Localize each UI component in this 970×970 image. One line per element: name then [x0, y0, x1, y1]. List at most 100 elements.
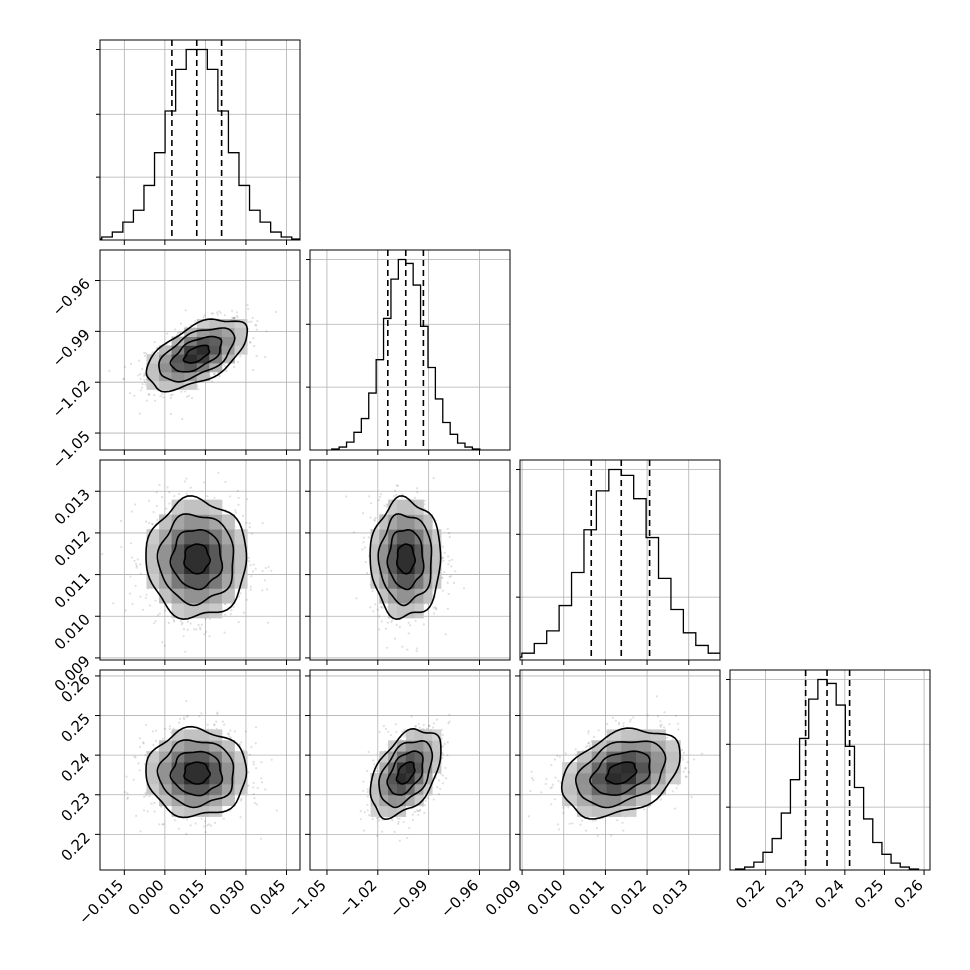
scatter-point — [218, 310, 221, 313]
density-cell — [423, 740, 433, 752]
scatter-point — [251, 316, 254, 319]
scatter-point — [133, 394, 136, 397]
density-cell — [423, 762, 433, 774]
scatter-point — [400, 496, 403, 499]
scatter-point — [248, 522, 251, 525]
scatter-point — [139, 372, 142, 376]
scatter-point — [411, 818, 414, 822]
scatter-point — [185, 492, 188, 495]
scatter-point — [225, 370, 228, 373]
scatter-point — [367, 750, 370, 754]
scatter-point — [362, 536, 365, 539]
scatter-point — [366, 769, 369, 773]
density-cell — [159, 380, 173, 390]
density-cell — [209, 573, 223, 589]
scatter-point — [249, 564, 252, 567]
scatter-point — [261, 589, 264, 592]
density-cell — [209, 319, 223, 329]
scatter-point — [432, 722, 435, 725]
scatter-point — [275, 310, 278, 313]
scatter-point — [169, 394, 173, 397]
scatter-point — [437, 779, 441, 782]
scatter-point — [168, 725, 172, 728]
scatter-point — [423, 499, 426, 502]
scatter-point — [373, 518, 376, 521]
scatter-point — [138, 769, 141, 772]
scatter-point — [232, 317, 235, 320]
scatter-point — [139, 830, 142, 833]
density-cell — [159, 544, 173, 560]
density-cell — [196, 345, 210, 355]
scatter-point — [227, 732, 230, 735]
scatter-point — [168, 491, 171, 494]
scatter-point — [145, 520, 148, 523]
scatter-point — [239, 355, 242, 358]
density-cell — [423, 529, 433, 545]
density-cell — [396, 499, 407, 515]
contour-2 — [377, 513, 433, 607]
scatter-point — [415, 487, 419, 490]
scatter-point — [442, 559, 445, 562]
scatter-point — [211, 312, 214, 315]
density-cell — [388, 794, 398, 807]
x-tick-label: −0.99 — [386, 876, 431, 921]
scatter-point — [385, 505, 388, 508]
scatter-point — [394, 723, 397, 726]
scatter-point — [423, 803, 426, 807]
scatter-point — [441, 576, 444, 579]
panel-frame — [309, 249, 511, 451]
density-cell — [196, 558, 210, 574]
marginal-panel-1 — [306, 249, 511, 455]
scatter-point — [398, 626, 401, 629]
scatter-point — [359, 818, 362, 821]
scatter-point — [240, 799, 243, 802]
histogram-0 — [100, 48, 300, 240]
scatter-point — [248, 320, 251, 323]
density-cells — [146, 499, 248, 619]
density-cell — [414, 544, 424, 560]
scatter-point — [232, 317, 235, 320]
density-cell — [146, 773, 160, 785]
density-cell — [184, 529, 198, 545]
scatter-point — [135, 814, 138, 818]
scatter-point — [132, 778, 135, 781]
scatter-point — [363, 546, 367, 549]
scatter-point — [447, 722, 450, 725]
scatter-point — [384, 627, 387, 630]
density-cell — [379, 783, 389, 796]
density-cell — [196, 354, 210, 364]
scatter-point — [156, 614, 160, 617]
scatter-point — [366, 803, 369, 806]
scatter-point — [415, 724, 418, 728]
density-cell — [221, 529, 235, 545]
joint-panel-2-1 — [305, 459, 511, 665]
density-cell — [405, 603, 415, 619]
scatter-point — [378, 615, 381, 618]
scatter-point — [250, 745, 253, 749]
density-cell — [184, 773, 198, 785]
density-cell — [159, 363, 173, 373]
scatter-point — [441, 774, 444, 777]
density-cell — [146, 354, 160, 364]
density-cell — [209, 603, 223, 619]
density-cell — [388, 514, 398, 530]
density-cell — [370, 794, 380, 807]
scatter-point — [161, 393, 164, 396]
density-cell — [184, 783, 198, 796]
density-cells — [146, 319, 248, 390]
density-cell — [159, 354, 173, 364]
density-cell — [221, 588, 235, 604]
scatter-point — [413, 810, 416, 814]
density-cell — [196, 529, 210, 545]
scatter-point — [407, 621, 410, 624]
scatter-point — [232, 605, 235, 609]
density-cell — [146, 380, 160, 390]
scatter-point — [406, 648, 409, 651]
density-cell — [396, 794, 407, 807]
scatter-point — [252, 760, 255, 763]
density-cell — [432, 762, 442, 774]
scatter-point — [446, 607, 449, 611]
density-cell — [184, 499, 198, 515]
density-cell — [379, 514, 389, 530]
density-cell — [146, 558, 160, 574]
